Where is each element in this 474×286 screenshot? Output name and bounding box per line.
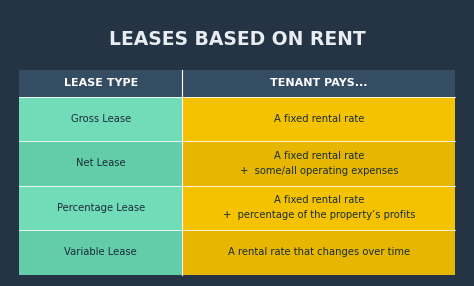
- Bar: [19, 97, 182, 141]
- Text: A rental rate that changes over time: A rental rate that changes over time: [228, 247, 410, 257]
- Bar: [182, 230, 455, 275]
- Bar: [19, 186, 182, 230]
- Bar: [182, 141, 455, 186]
- Text: LEASE TYPE: LEASE TYPE: [64, 78, 138, 88]
- Text: Percentage Lease: Percentage Lease: [56, 203, 145, 213]
- Bar: [182, 97, 455, 141]
- Text: LEASES BASED ON RENT: LEASES BASED ON RENT: [109, 30, 365, 49]
- Bar: [182, 186, 455, 230]
- Text: TENANT PAYS...: TENANT PAYS...: [270, 78, 367, 88]
- Bar: [19, 70, 455, 97]
- Text: A fixed rental rate: A fixed rental rate: [273, 114, 364, 124]
- Bar: [19, 141, 182, 186]
- Text: A fixed rental rate
+  percentage of the property’s profits: A fixed rental rate + percentage of the …: [223, 195, 415, 220]
- Bar: [19, 230, 182, 275]
- Text: Gross Lease: Gross Lease: [71, 114, 131, 124]
- Text: Variable Lease: Variable Lease: [64, 247, 137, 257]
- Text: A fixed rental rate
+  some/all operating expenses: A fixed rental rate + some/all operating…: [239, 151, 398, 176]
- Text: Net Lease: Net Lease: [76, 158, 126, 168]
